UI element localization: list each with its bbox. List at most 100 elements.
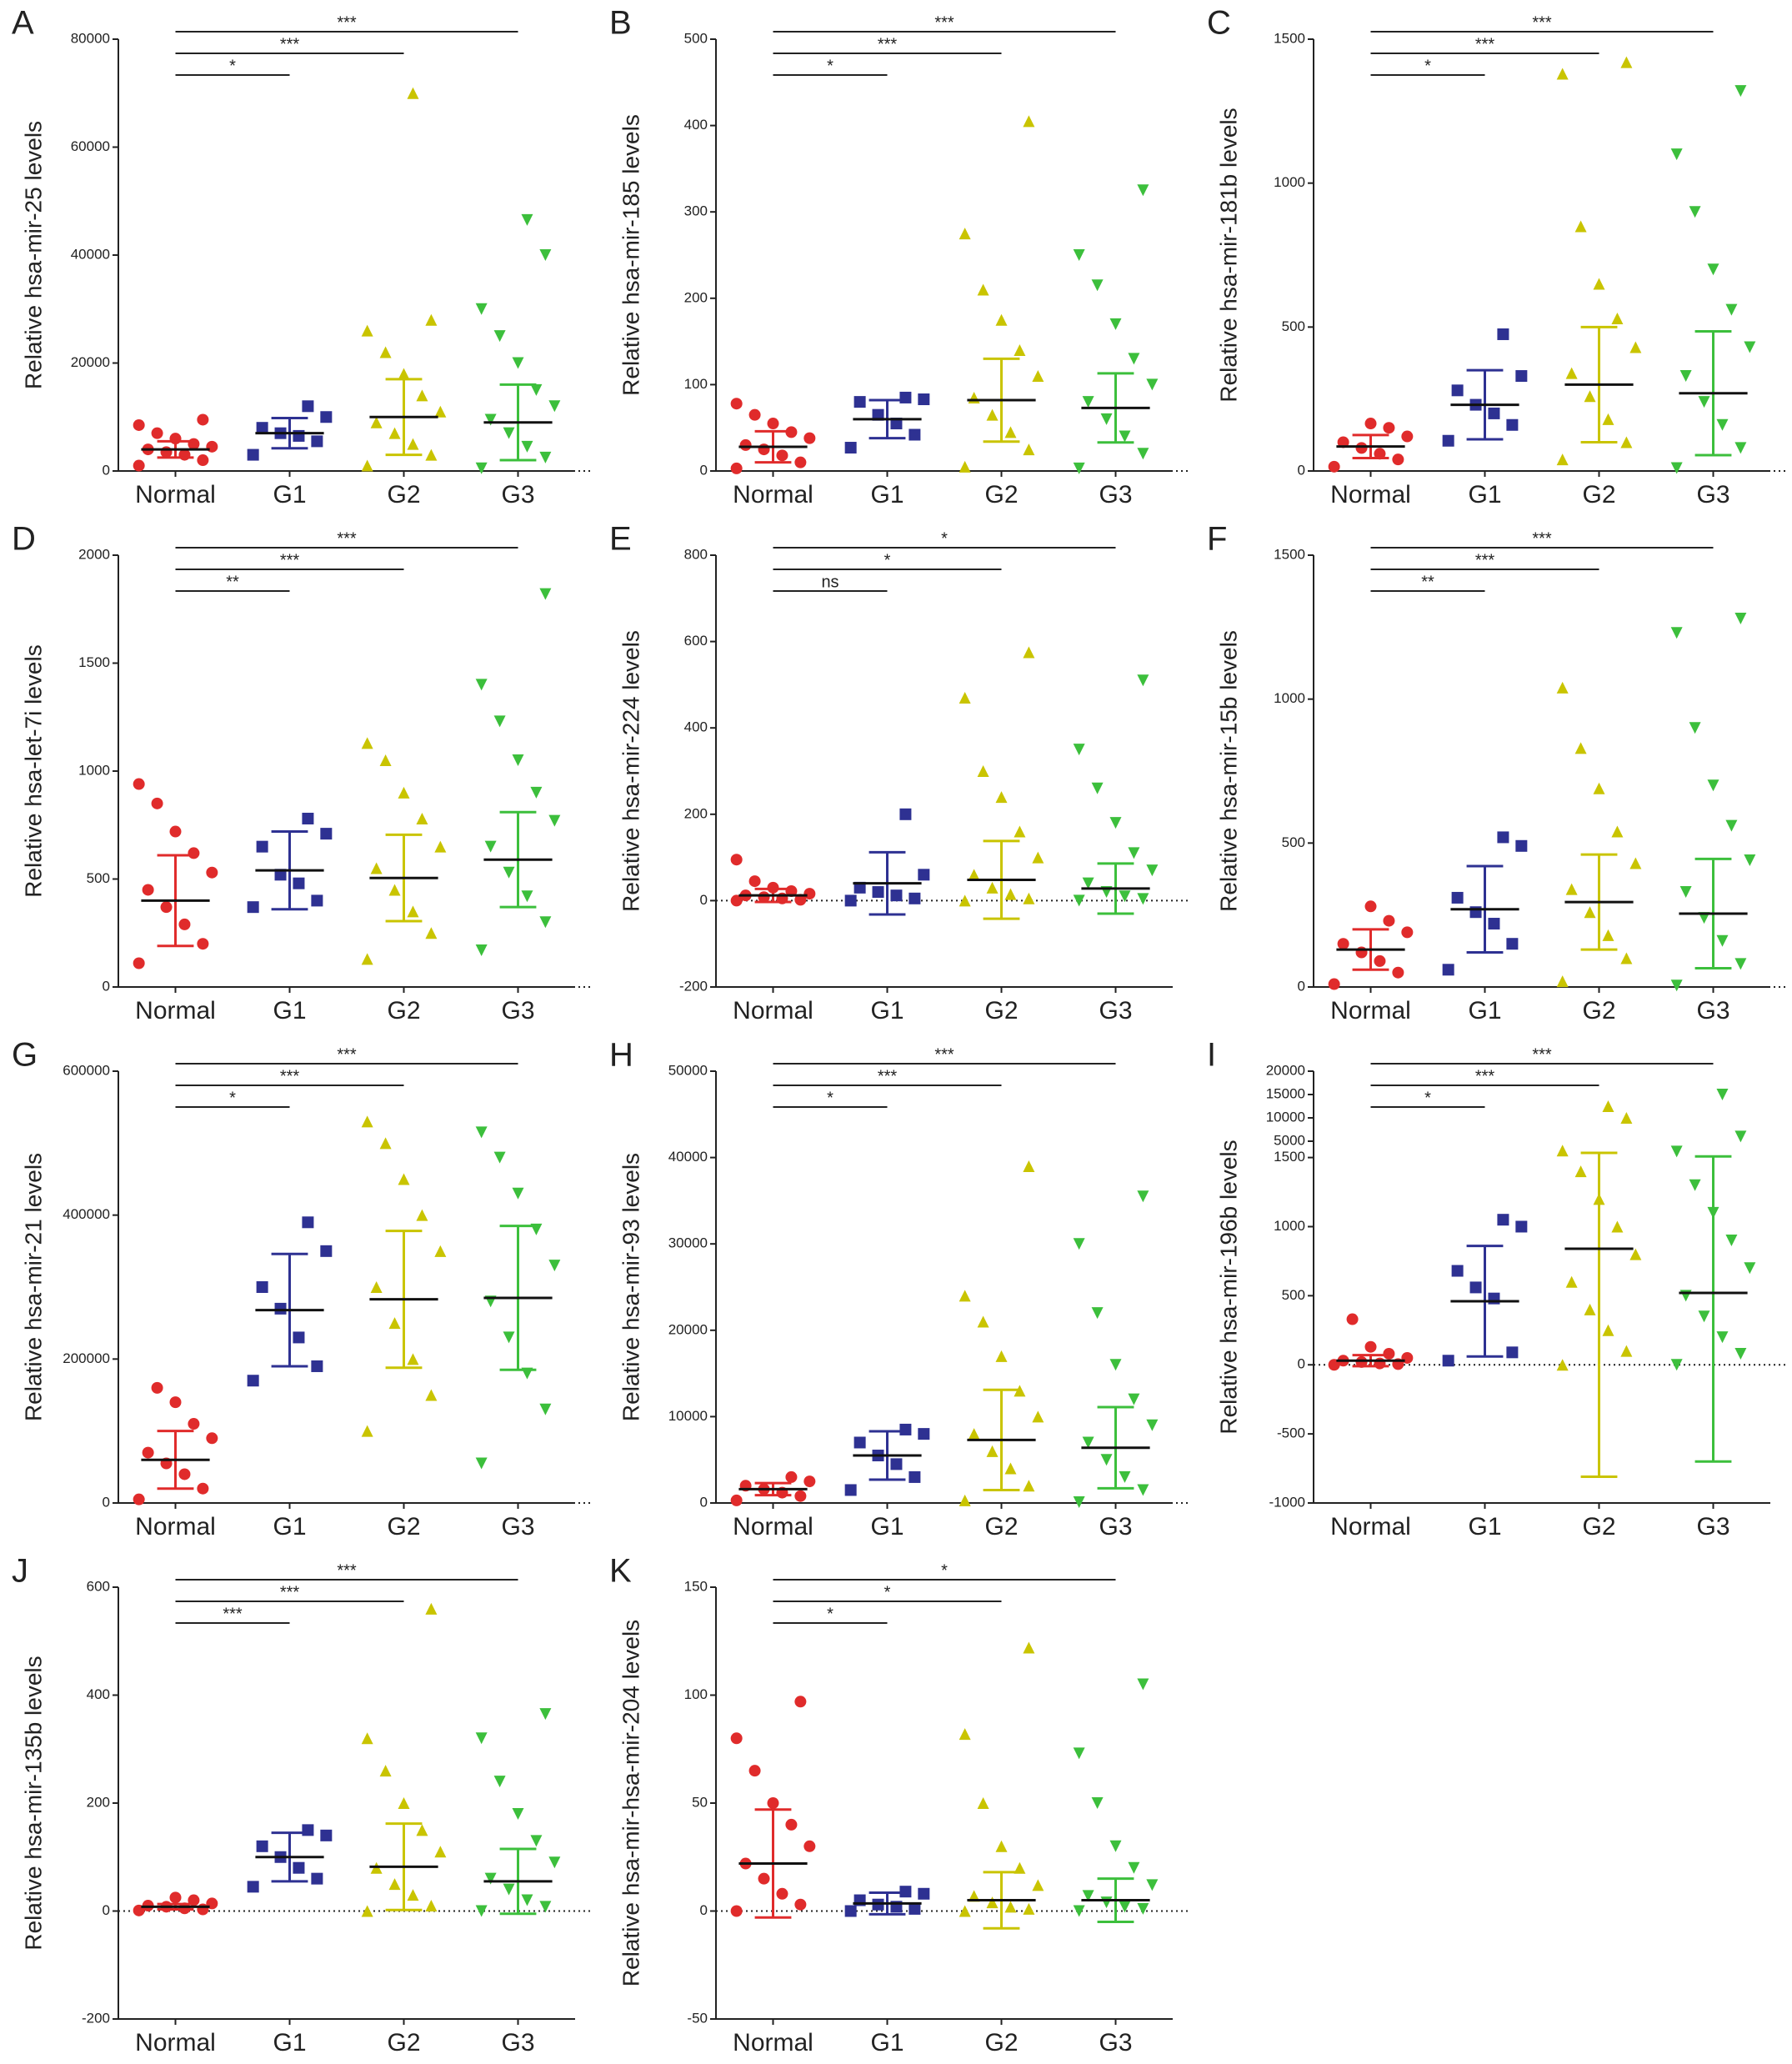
dot [959, 1494, 971, 1506]
significance-label: ** [226, 573, 239, 591]
dot [968, 869, 980, 881]
dot [1128, 1393, 1140, 1405]
dot [247, 448, 259, 461]
significance-label: * [229, 1089, 236, 1107]
dot [178, 1468, 191, 1480]
dot [1119, 430, 1131, 443]
dot [1119, 890, 1131, 903]
significance-label: *** [1532, 529, 1552, 548]
dot [1506, 938, 1519, 950]
dot [1082, 1436, 1094, 1449]
x-tick-label: G3 [501, 997, 534, 1024]
dot [1023, 892, 1035, 904]
dot [909, 1470, 921, 1483]
dot [133, 418, 145, 431]
dot [1014, 343, 1026, 356]
dot [1725, 1235, 1738, 1247]
dot [197, 1482, 209, 1495]
dot [1725, 303, 1738, 316]
dot [416, 1209, 428, 1221]
dot [1725, 819, 1738, 832]
dot [995, 791, 1008, 804]
dot [1734, 612, 1747, 624]
dot [767, 881, 779, 894]
dot [1744, 854, 1756, 867]
dot [475, 1905, 488, 1917]
dot [475, 462, 488, 474]
dot [959, 460, 971, 473]
dot [918, 1428, 930, 1440]
dot [1023, 115, 1035, 128]
dot [730, 854, 743, 866]
dot [730, 462, 743, 474]
dot [1593, 782, 1605, 794]
dot [521, 1894, 533, 1906]
dot [1515, 1220, 1528, 1233]
dot [434, 1846, 447, 1858]
dot [995, 313, 1008, 326]
y-tick-label: 20000 [1266, 1062, 1305, 1078]
dot [1620, 56, 1633, 68]
panel-label: C [1207, 5, 1231, 42]
dot [1100, 1454, 1113, 1466]
y-tick-label: 500 [684, 30, 708, 46]
dot [853, 1436, 866, 1449]
dot [1023, 1641, 1035, 1654]
y-tick-label: 0 [103, 1902, 110, 1918]
y-tick-label: 80000 [71, 30, 110, 46]
y-axis-label: Relative hsa-mir-224 levels [618, 630, 643, 912]
dot [1679, 1290, 1692, 1302]
dot [1014, 825, 1026, 838]
dot [1716, 418, 1729, 431]
dot [1602, 413, 1614, 425]
dot [512, 357, 524, 369]
x-tick-label: G1 [870, 997, 904, 1024]
significance-label: *** [337, 529, 357, 548]
dot [1629, 1248, 1642, 1260]
y-tick-label: 2000 [78, 546, 110, 562]
dot [503, 866, 515, 879]
dot [1082, 396, 1094, 408]
panel-label: B [609, 5, 632, 42]
dot [1364, 418, 1377, 430]
dot [1023, 646, 1035, 659]
dot [142, 1446, 154, 1459]
dot [1128, 1861, 1140, 1874]
dot [1556, 68, 1569, 80]
dot [311, 435, 323, 448]
dot [899, 808, 912, 820]
y-tick-label: 200 [684, 805, 708, 821]
dot [995, 1840, 1008, 1852]
dot [1364, 1340, 1377, 1353]
dot [1698, 1310, 1710, 1323]
x-tick-label: Normal [1330, 481, 1411, 508]
dot [803, 1840, 816, 1852]
y-tick-label: 0 [700, 462, 708, 478]
y-tick-label: 1500 [1274, 546, 1305, 562]
dot [1073, 1238, 1085, 1250]
significance-label: * [229, 57, 236, 75]
dot [1091, 1307, 1104, 1320]
dot [388, 1317, 401, 1330]
dot [909, 428, 921, 441]
dot [1716, 1331, 1729, 1344]
y-axis-label: Relative hsa-mir-25 levels [20, 121, 46, 389]
dot [311, 1872, 323, 1885]
x-tick-label: G1 [1468, 1513, 1501, 1540]
dot [475, 1732, 488, 1745]
dot [1146, 1879, 1159, 1891]
dot [959, 894, 971, 907]
dot [1629, 857, 1642, 869]
dot [503, 1883, 515, 1896]
dot [1698, 396, 1710, 408]
dot [256, 840, 268, 853]
x-tick-label: G3 [1099, 481, 1132, 508]
dot [730, 1732, 743, 1745]
dot [986, 1896, 999, 1909]
y-axis-label: Relative hsa-mir-181b levels [1215, 108, 1241, 402]
dot [1374, 448, 1386, 460]
dot [1346, 1313, 1359, 1325]
dot [1442, 434, 1454, 447]
x-tick-label: Normal [733, 1513, 813, 1540]
